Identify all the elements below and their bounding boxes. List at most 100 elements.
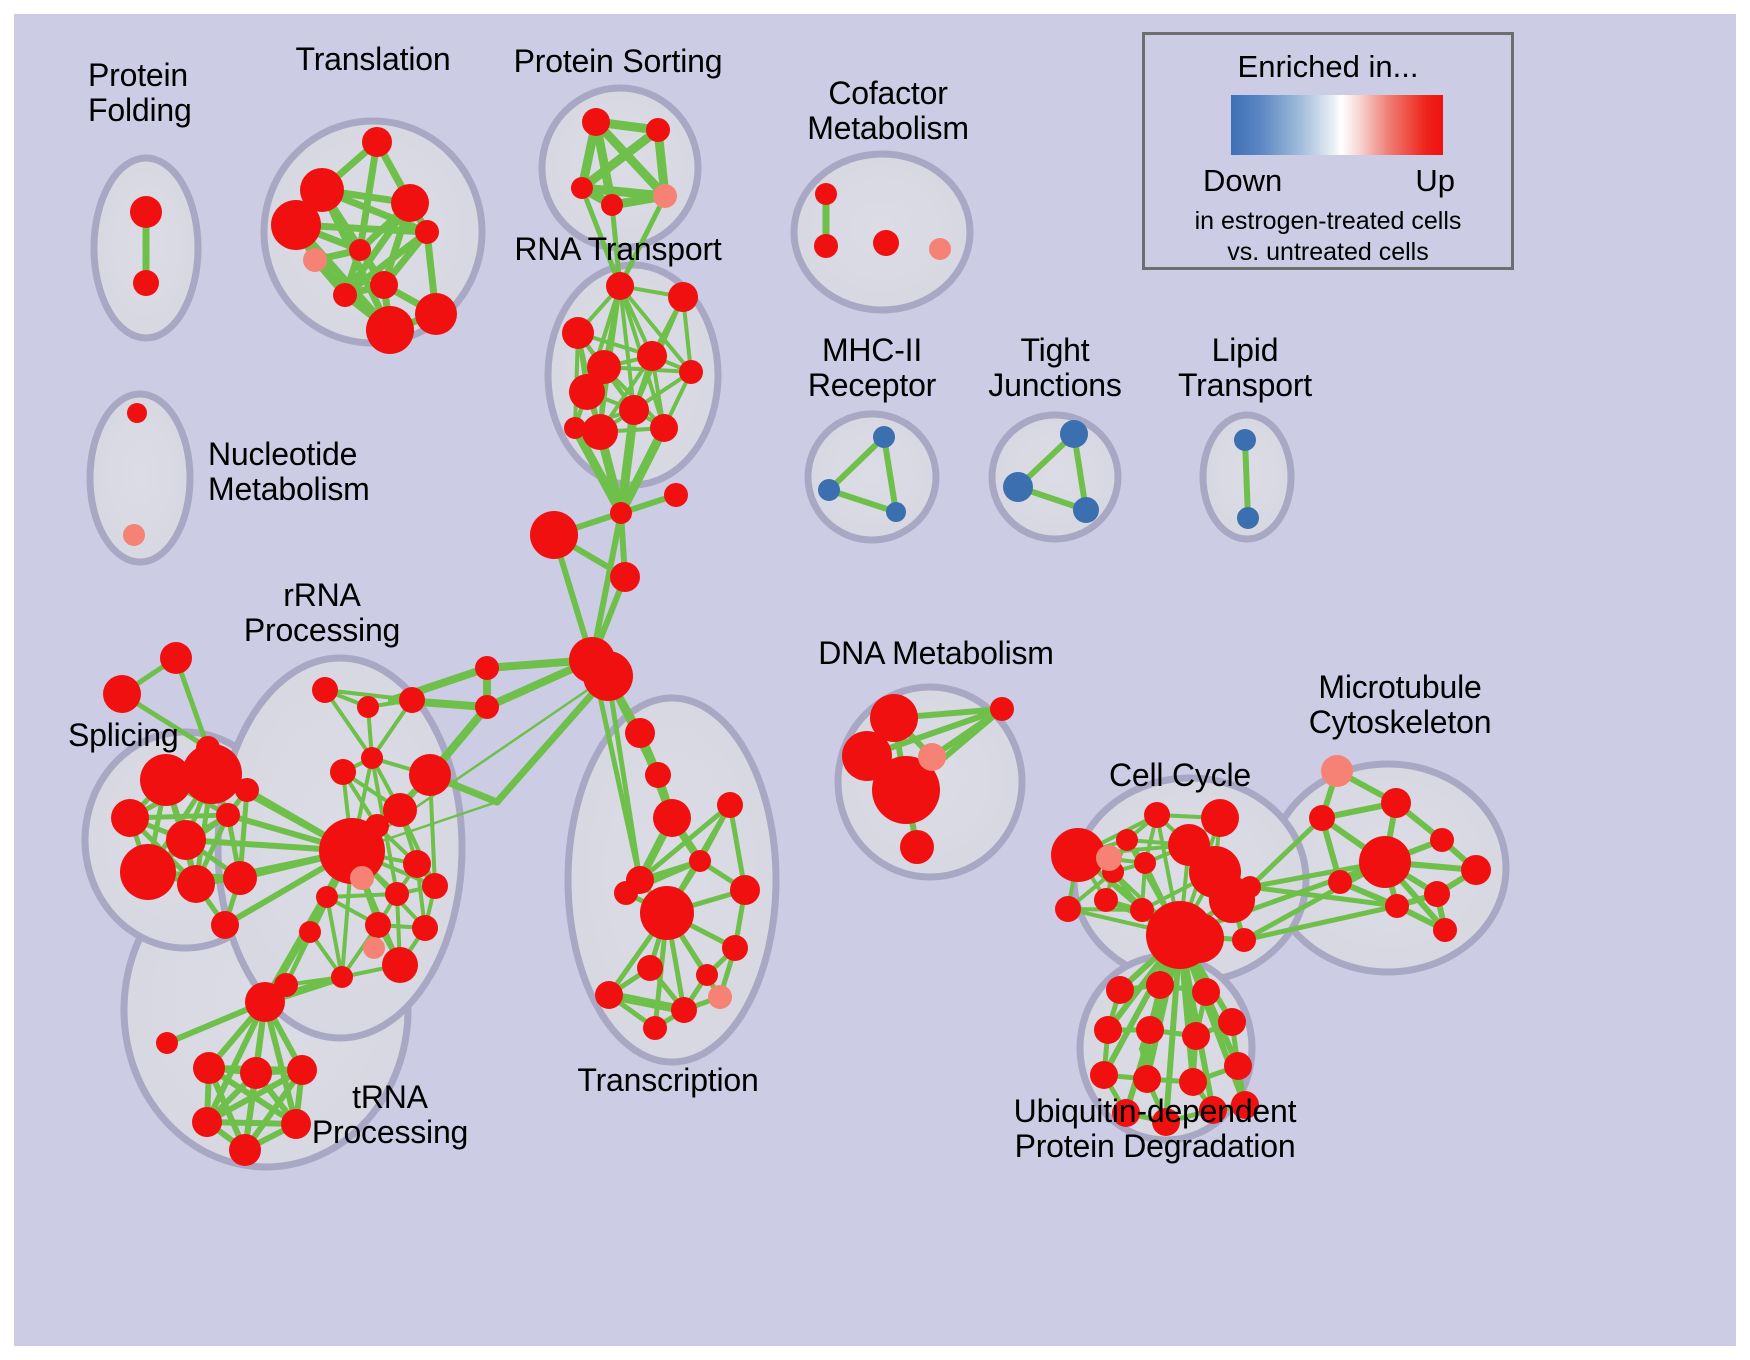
node [399,687,425,713]
node [1090,1061,1118,1089]
node [1430,828,1454,852]
node [409,754,451,796]
node [1232,928,1256,952]
node [1461,855,1491,885]
legend-up-label: Up [1415,163,1455,198]
node [1094,888,1118,912]
node [123,524,145,546]
node [650,414,678,442]
node [103,675,141,713]
node [640,886,694,940]
node [562,317,594,349]
hull-nucleotide-metabolism [86,390,194,566]
node [127,403,147,423]
node [610,502,632,524]
node [1192,978,1220,1006]
node [1136,1016,1164,1044]
node [281,1109,311,1139]
node [287,1055,317,1085]
cluster-label-ubiquitin-protein-degradation: Ubiquitin-dependent Protein Degradation [1013,1093,1297,1164]
node [929,238,951,260]
node [619,395,649,425]
node [366,306,414,354]
node [235,778,259,802]
node [1174,913,1224,963]
legend-down-label: Down [1203,163,1283,198]
node [653,799,691,837]
node [240,1057,272,1089]
hull-protein-sorting [538,84,702,252]
node [363,937,385,959]
node [1133,1065,1161,1093]
cluster-label-dna-metabolism: DNA Metabolism [818,635,1054,671]
node [1073,497,1099,523]
node [870,694,918,742]
node [1055,896,1081,922]
node [216,803,240,827]
node [1239,876,1261,898]
node [415,220,439,244]
node [211,911,239,939]
node [1199,1096,1227,1124]
node [814,234,838,258]
node [333,283,357,307]
node [382,947,418,983]
node [815,183,837,205]
node [818,479,840,501]
node [1433,918,1457,942]
node [319,818,385,884]
node [1152,1108,1180,1136]
node [1321,755,1353,787]
node [357,696,379,718]
node [229,1134,261,1166]
node [1309,805,1335,831]
node [583,651,633,701]
node [1218,1008,1246,1036]
node [245,982,285,1022]
node [990,697,1014,721]
node [1381,788,1411,818]
node [1116,829,1138,851]
node [300,168,344,212]
node [182,744,242,804]
node [646,118,670,142]
node [140,754,192,806]
node [349,239,371,261]
node [475,695,499,719]
node [415,293,457,335]
node [1179,1068,1207,1096]
node [1106,976,1134,1004]
node [303,248,327,272]
node [689,850,711,872]
node [1060,420,1088,448]
network-nodes [103,108,1491,1166]
node [606,272,634,300]
node [1224,1052,1252,1080]
cluster-label-cell-cycle: Cell Cycle [1108,757,1252,793]
cluster-label-protein-sorting: Protein Sorting [513,43,723,79]
node [156,1032,178,1054]
node [1051,828,1105,882]
node [679,360,703,384]
node [412,915,438,941]
cluster-label-microtubule-cytoskeleton: Microtubule Cytoskeleton [1308,669,1492,740]
node [614,881,638,905]
node [385,882,409,906]
node [1424,881,1450,907]
node [668,282,698,312]
node [873,426,895,448]
node [1112,1099,1140,1127]
node [610,562,640,592]
node [1237,507,1259,529]
legend-title: Enriched in... [1237,49,1419,84]
node [1385,894,1409,918]
node [886,502,906,522]
node [193,1052,225,1084]
node [192,1107,222,1137]
node [1134,852,1156,874]
node [391,184,429,222]
node [730,875,760,905]
node [177,865,215,903]
node [383,793,417,827]
